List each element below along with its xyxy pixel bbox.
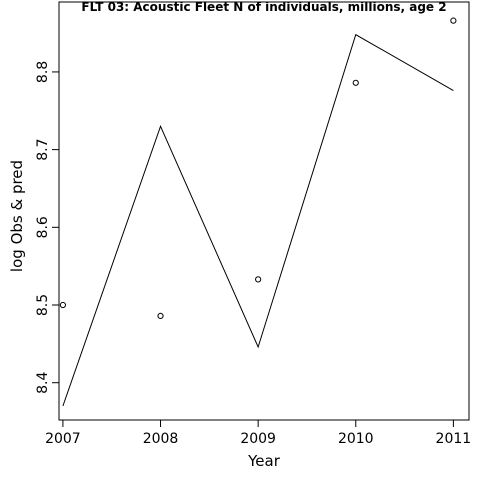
observed-point-2008 [157,312,164,319]
x-tick-label-2007: 2007 [45,431,81,447]
observed-point-2011 [450,17,457,24]
x-tick-label-2011: 2011 [436,431,472,447]
predicted-line [62,33,454,407]
y-tick-label-8.5: 8.5 [35,294,51,316]
series-layer [59,17,457,407]
x-tick-label-2009: 2009 [240,431,276,447]
y-tick-label-8.4: 8.4 [35,371,51,393]
observed-point-2010 [352,79,359,86]
observed-point-2009 [255,276,262,283]
y-tick-label-8.8: 8.8 [35,61,51,83]
x-axis: 2007 2008 2009 2010 2011 [45,420,471,447]
plot-frame [58,1,470,421]
x-axis-label: Year [247,452,281,470]
y-axis-label: log Obs & pred [8,160,26,272]
x-tick-label-2008: 2008 [143,431,179,447]
x-tick-label-2010: 2010 [338,431,374,447]
chart-title: FLT 03: Acoustic Fleet N of individuals,… [81,0,446,14]
y-tick-label-8.6: 8.6 [35,216,51,238]
y-axis: 8.4 8.5 8.6 8.7 8.8 [35,61,59,394]
observed-point-2007 [59,301,67,309]
y-tick-label-8.7: 8.7 [35,138,51,160]
